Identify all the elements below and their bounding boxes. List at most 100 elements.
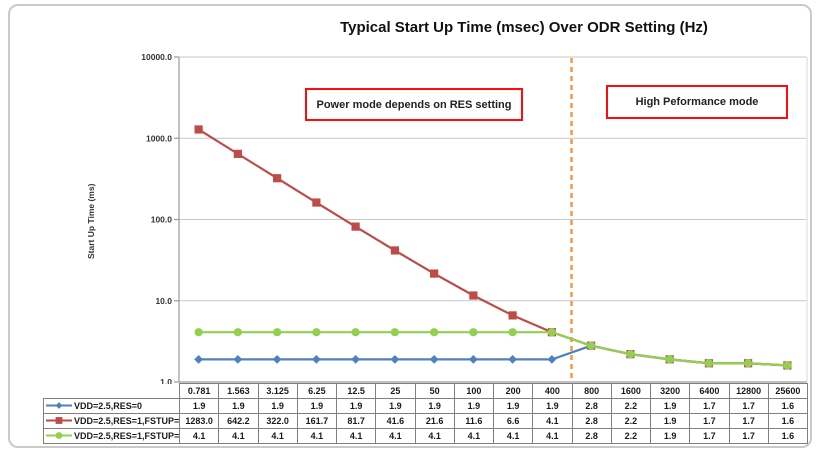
value-cell: 322.0	[257, 413, 298, 429]
value-cell: 4.1	[532, 413, 573, 429]
legend-swatch-square-icon	[46, 417, 72, 424]
diamond-marker	[194, 354, 204, 364]
square-marker	[233, 149, 242, 158]
value-cell: 4.1	[257, 428, 298, 444]
square-marker	[312, 198, 321, 207]
square-marker	[194, 125, 203, 134]
legend-label: VDD=2.5,RES=1,FSTUP=0	[74, 416, 180, 426]
diamond-marker	[233, 354, 243, 364]
value-cell: 1.9	[532, 398, 573, 414]
value-cell: 1.6	[767, 398, 809, 414]
odr-header-cell: 400	[532, 383, 573, 399]
y-tick-label: 1.0	[160, 377, 172, 387]
value-cell: 642.2	[218, 413, 259, 429]
odr-header-cell: 100	[453, 383, 495, 399]
value-cell: 1.9	[218, 398, 259, 414]
legend-cell: VDD=2.5,RES=0	[43, 398, 180, 414]
diamond-marker	[390, 354, 400, 364]
odr-header-cell: 800	[571, 383, 612, 399]
value-cell: 1.9	[492, 398, 534, 414]
circle-marker	[508, 328, 517, 337]
y-tick-label: 1000.0	[146, 133, 172, 143]
circle-marker	[547, 328, 556, 337]
value-cell: 1.9	[178, 398, 220, 414]
circle-marker	[704, 359, 713, 368]
value-cell: 1.9	[335, 398, 377, 414]
square-marker	[273, 174, 282, 183]
odr-header-cell: 3200	[649, 383, 691, 399]
circle-marker	[273, 328, 282, 337]
odr-header-cell: 12.5	[335, 383, 377, 399]
series-VDD=2.5,RES=0	[194, 341, 792, 370]
value-cell: 1.9	[649, 398, 691, 414]
odr-header-cell: 50	[414, 383, 455, 399]
value-cell: 2.2	[610, 398, 652, 414]
value-cell: 1.7	[728, 398, 769, 414]
value-cell: 2.8	[571, 398, 612, 414]
table-row: VDD=2.5,RES=0 1.9 1.9 1.9 1.9 1.9 1.9 1.9 1.9 1.9…	[43, 398, 809, 414]
legend-swatch-diamond-icon	[46, 402, 72, 409]
value-cell: 4.1	[375, 428, 416, 444]
circle-marker	[587, 341, 596, 350]
circle-marker	[390, 328, 399, 337]
value-cell: 1.6	[767, 413, 809, 429]
value-cell: 81.7	[335, 413, 377, 429]
circle-marker	[233, 328, 242, 337]
value-cell: 4.1	[335, 428, 377, 444]
value-cell: 1283.0	[178, 413, 220, 429]
odr-header-cell: 6400	[689, 383, 730, 399]
square-marker	[55, 417, 63, 424]
value-cell: 1.6	[767, 428, 809, 444]
value-cell: 4.1	[532, 428, 573, 444]
table-header-row: 0.781 1.563 3.125 6.25 12.5 25 50 100 200 400 800 1…	[43, 383, 809, 399]
circle-marker	[626, 350, 635, 359]
legend-cell: VDD=2.5,RES=1,FSTUP=1	[43, 428, 180, 444]
value-cell: 2.2	[610, 413, 652, 429]
y-tick-label: 100.0	[151, 215, 173, 225]
value-cell: 1.7	[689, 428, 730, 444]
value-cell: 4.1	[453, 428, 495, 444]
diamond-marker	[272, 354, 282, 364]
value-cell: 4.1	[178, 428, 220, 444]
value-cell: 2.8	[571, 428, 612, 444]
diamond-marker	[311, 354, 321, 364]
value-cell: 1.9	[649, 413, 691, 429]
value-cell: 4.1	[296, 428, 338, 444]
odr-header-cell: 3.125	[257, 383, 298, 399]
figure-frame: Typical Start Up Time (msec) Over ODR Se…	[8, 4, 812, 448]
odr-header-cell: 25600	[767, 383, 809, 399]
series-line	[198, 128, 788, 367]
table-row: VDD=2.5,RES=1,FSTUP=0 1283.0 642.2 322.0 161…	[43, 413, 809, 429]
square-marker	[390, 246, 399, 255]
odr-header-cell: 1.563	[218, 383, 259, 399]
circle-marker	[665, 355, 674, 364]
table-corner-cell	[43, 383, 180, 399]
odr-header-cell: 200	[492, 383, 534, 399]
value-cell: 1.9	[649, 428, 691, 444]
circle-marker	[744, 359, 753, 368]
value-cell: 4.1	[218, 428, 259, 444]
value-cell: 6.6	[492, 413, 534, 429]
value-cell: 1.9	[414, 398, 455, 414]
diamond-marker	[429, 354, 439, 364]
circle-marker	[783, 361, 792, 370]
series-line	[198, 331, 788, 367]
chart-title: Typical Start Up Time (msec) Over ODR Se…	[340, 19, 708, 36]
diamond-marker	[547, 354, 557, 364]
annotation-high-performance: High Peformance mode	[606, 85, 788, 119]
value-cell: 21.6	[414, 413, 455, 429]
value-cell: 1.7	[728, 413, 769, 429]
value-cell: 161.7	[296, 413, 338, 429]
circle-marker	[312, 328, 321, 337]
circle-marker	[55, 432, 63, 439]
odr-header-cell: 12800	[728, 383, 769, 399]
circle-marker	[469, 328, 478, 337]
legend-label: VDD=2.5,RES=0	[74, 401, 143, 411]
circle-marker	[194, 328, 203, 337]
plot-area: 10000.0 1000.0 100.0 10.0 1.0	[141, 52, 808, 387]
value-cell: 11.6	[453, 413, 495, 429]
square-marker	[469, 291, 478, 300]
series-VDD=2.5,RES=1,FSTUP=1	[194, 328, 792, 370]
value-cell: 1.9	[375, 398, 416, 414]
value-cell: 1.9	[296, 398, 338, 414]
